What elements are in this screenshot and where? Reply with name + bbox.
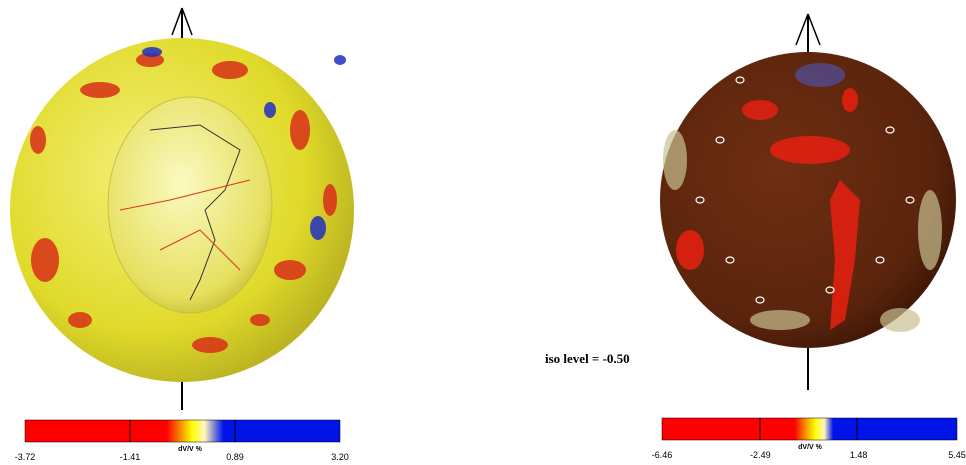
- colorbar-tick-label: -6.46: [652, 450, 673, 460]
- page: iso level = -0.50 dV/V % dV/V % -3.72 -1.…: [0, 0, 966, 465]
- figure: iso level = -0.50 dV/V % dV/V % -3.72 -1.…: [0, 0, 966, 465]
- colorbar-tick-label: 3.20: [331, 452, 349, 462]
- colorbar-tick-label: 1.48: [850, 450, 868, 460]
- colorbar-tick-label: -1.41: [120, 452, 141, 462]
- iso-level: iso level = -0.50: [545, 351, 630, 366]
- colorbar-tick-label: -3.72: [15, 452, 36, 462]
- left-globe: [10, 8, 354, 410]
- right-globe: [660, 14, 956, 390]
- colorbar-tick-label: -2.49: [750, 450, 771, 460]
- colorbar-tick-label: 0.89: [226, 452, 244, 462]
- colorbar-label: dV/V %: [798, 444, 823, 451]
- colorbar-right: dV/V %: [662, 418, 957, 451]
- colorbar-tick-label: 5.45: [948, 450, 966, 460]
- colorbar-label: dV/V %: [178, 446, 203, 453]
- colorbar-left: dV/V %: [25, 420, 340, 453]
